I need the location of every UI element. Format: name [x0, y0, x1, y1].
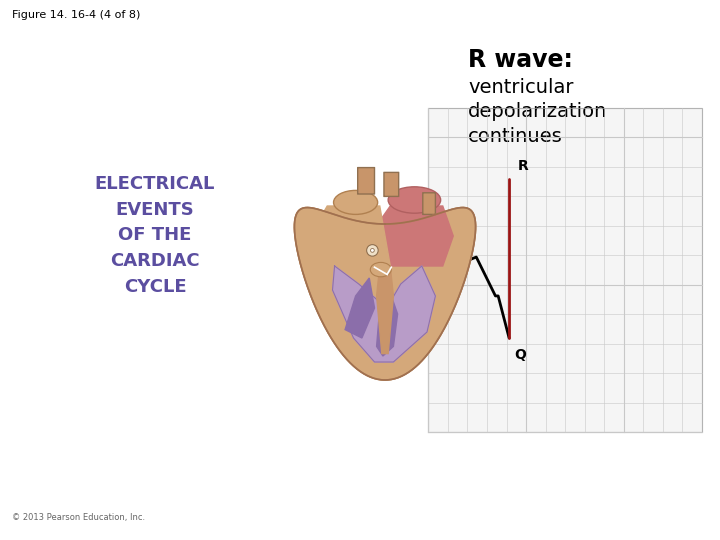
- Circle shape: [371, 248, 374, 252]
- Polygon shape: [333, 266, 436, 362]
- Ellipse shape: [370, 262, 391, 277]
- Polygon shape: [294, 207, 476, 380]
- Circle shape: [366, 245, 378, 256]
- FancyBboxPatch shape: [384, 172, 399, 197]
- Polygon shape: [377, 284, 397, 356]
- Text: R: R: [517, 159, 528, 173]
- FancyBboxPatch shape: [423, 193, 436, 214]
- Polygon shape: [345, 278, 374, 338]
- Polygon shape: [317, 206, 390, 266]
- Text: ELECTRICAL
EVENTS
OF THE
CARDIAC
CYCLE: ELECTRICAL EVENTS OF THE CARDIAC CYCLE: [95, 175, 215, 296]
- Text: P: P: [455, 249, 465, 264]
- FancyBboxPatch shape: [358, 167, 374, 194]
- Bar: [428, 108, 702, 432]
- Text: © 2013 Pearson Education, Inc.: © 2013 Pearson Education, Inc.: [12, 513, 145, 522]
- Text: Figure 14. 16-4 (4 of 8): Figure 14. 16-4 (4 of 8): [12, 10, 140, 20]
- Polygon shape: [369, 206, 454, 266]
- Text: ventricular
depolarization
continues: ventricular depolarization continues: [468, 78, 608, 145]
- Text: Q: Q: [515, 348, 526, 362]
- Polygon shape: [377, 266, 393, 354]
- Text: R wave:: R wave:: [468, 48, 573, 72]
- Ellipse shape: [388, 187, 441, 213]
- Ellipse shape: [333, 191, 378, 214]
